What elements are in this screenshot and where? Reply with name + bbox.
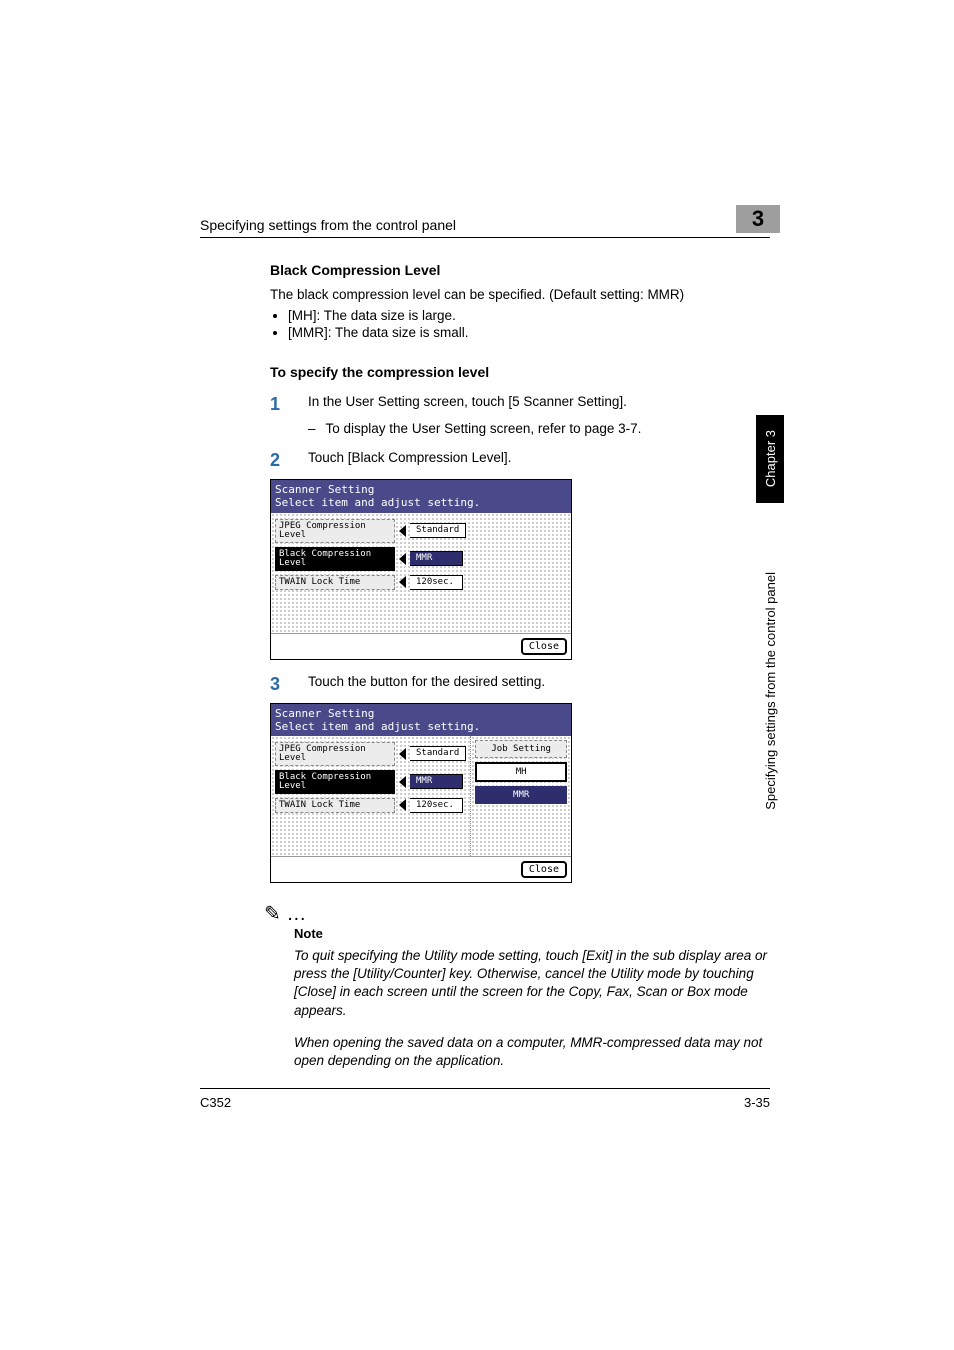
screen-header: Scanner Setting Select item and adjust s… bbox=[271, 704, 571, 736]
section-intro: The black compression level can be speci… bbox=[270, 286, 770, 304]
jpeg-value: Standard bbox=[410, 523, 466, 538]
jpeg-compression-label: JPEG Compression Level bbox=[275, 742, 395, 766]
twain-value: 120sec. bbox=[410, 575, 463, 590]
substep-dash: – bbox=[308, 421, 316, 436]
step-text: In the User Setting screen, touch [5 Sca… bbox=[308, 394, 770, 415]
jpeg-compression-label: JPEG Compression Level bbox=[275, 519, 395, 543]
row-jpeg[interactable]: JPEG Compression Level Standard bbox=[275, 519, 567, 543]
row-black[interactable]: Black Compression Level MMR bbox=[275, 547, 567, 571]
row-twain[interactable]: TWAIN Lock Time 120sec. bbox=[275, 575, 567, 590]
step-2: 2 Touch [Black Compression Level]. bbox=[270, 450, 770, 471]
running-header: Specifying settings from the control pan… bbox=[200, 205, 770, 238]
step-number: 2 bbox=[270, 450, 290, 471]
step-text: Touch [Black Compression Level]. bbox=[308, 450, 770, 471]
chevron-right-icon bbox=[399, 748, 406, 760]
footer-model: C352 bbox=[200, 1095, 231, 1110]
row-black[interactable]: Black Compression Level MMR bbox=[275, 770, 466, 794]
step-text: Touch the button for the desired setting… bbox=[308, 674, 770, 695]
chevron-right-icon bbox=[399, 553, 406, 565]
screen-header: Scanner Setting Select item and adjust s… bbox=[271, 480, 571, 512]
section-title: Black Compression Level bbox=[270, 262, 770, 278]
note-body: When opening the saved data on a compute… bbox=[294, 1034, 770, 1070]
chevron-right-icon bbox=[399, 525, 406, 537]
step-3: 3 Touch the button for the desired setti… bbox=[270, 674, 770, 695]
black-value: MMR bbox=[410, 551, 463, 566]
chevron-right-icon bbox=[399, 776, 406, 788]
step-number: 3 bbox=[270, 674, 290, 695]
chapter-number-box: 3 bbox=[736, 205, 780, 233]
note-icon: ✎ … bbox=[264, 901, 770, 926]
step-number: 1 bbox=[270, 394, 290, 415]
bullet-item: [MH]: The data size is large. bbox=[288, 308, 770, 323]
row-twain[interactable]: TWAIN Lock Time 120sec. bbox=[275, 798, 466, 813]
chevron-right-icon bbox=[399, 799, 406, 811]
close-button[interactable]: Close bbox=[521, 638, 567, 655]
screenshot-scanner-setting: Scanner Setting Select item and adjust s… bbox=[270, 479, 770, 659]
twain-lock-label: TWAIN Lock Time bbox=[275, 798, 395, 813]
section-bullets: [MH]: The data size is large. [MMR]: The… bbox=[270, 308, 770, 340]
black-compression-label: Black Compression Level bbox=[275, 770, 395, 794]
footer-page: 3-35 bbox=[744, 1095, 770, 1110]
step-1: 1 In the User Setting screen, touch [5 S… bbox=[270, 394, 770, 415]
mmr-button[interactable]: MMR bbox=[475, 786, 567, 804]
running-title: Specifying settings from the control pan… bbox=[200, 217, 456, 233]
substep-text: To display the User Setting screen, refe… bbox=[326, 421, 642, 436]
job-setting-label: Job Setting bbox=[475, 740, 567, 758]
step-1-sub: – To display the User Setting screen, re… bbox=[308, 421, 770, 436]
twain-value: 120sec. bbox=[410, 798, 463, 813]
chevron-right-icon bbox=[399, 576, 406, 588]
page-footer: C352 3-35 bbox=[200, 1088, 770, 1110]
black-value: MMR bbox=[410, 774, 463, 789]
right-option-panel: Job Setting MH MMR bbox=[470, 736, 571, 856]
mh-button[interactable]: MH bbox=[475, 762, 567, 782]
screenshot-scanner-setting-options: Scanner Setting Select item and adjust s… bbox=[270, 703, 770, 883]
close-button[interactable]: Close bbox=[521, 861, 567, 878]
black-compression-label: Black Compression Level bbox=[275, 547, 395, 571]
note-heading: Note bbox=[294, 926, 770, 941]
twain-lock-label: TWAIN Lock Time bbox=[275, 575, 395, 590]
row-jpeg[interactable]: JPEG Compression Level Standard bbox=[275, 742, 466, 766]
procedure-title: To specify the compression level bbox=[270, 364, 770, 380]
jpeg-value: Standard bbox=[410, 746, 466, 761]
bullet-item: [MMR]: The data size is small. bbox=[288, 325, 770, 340]
note-body: To quit specifying the Utility mode sett… bbox=[294, 947, 770, 1020]
